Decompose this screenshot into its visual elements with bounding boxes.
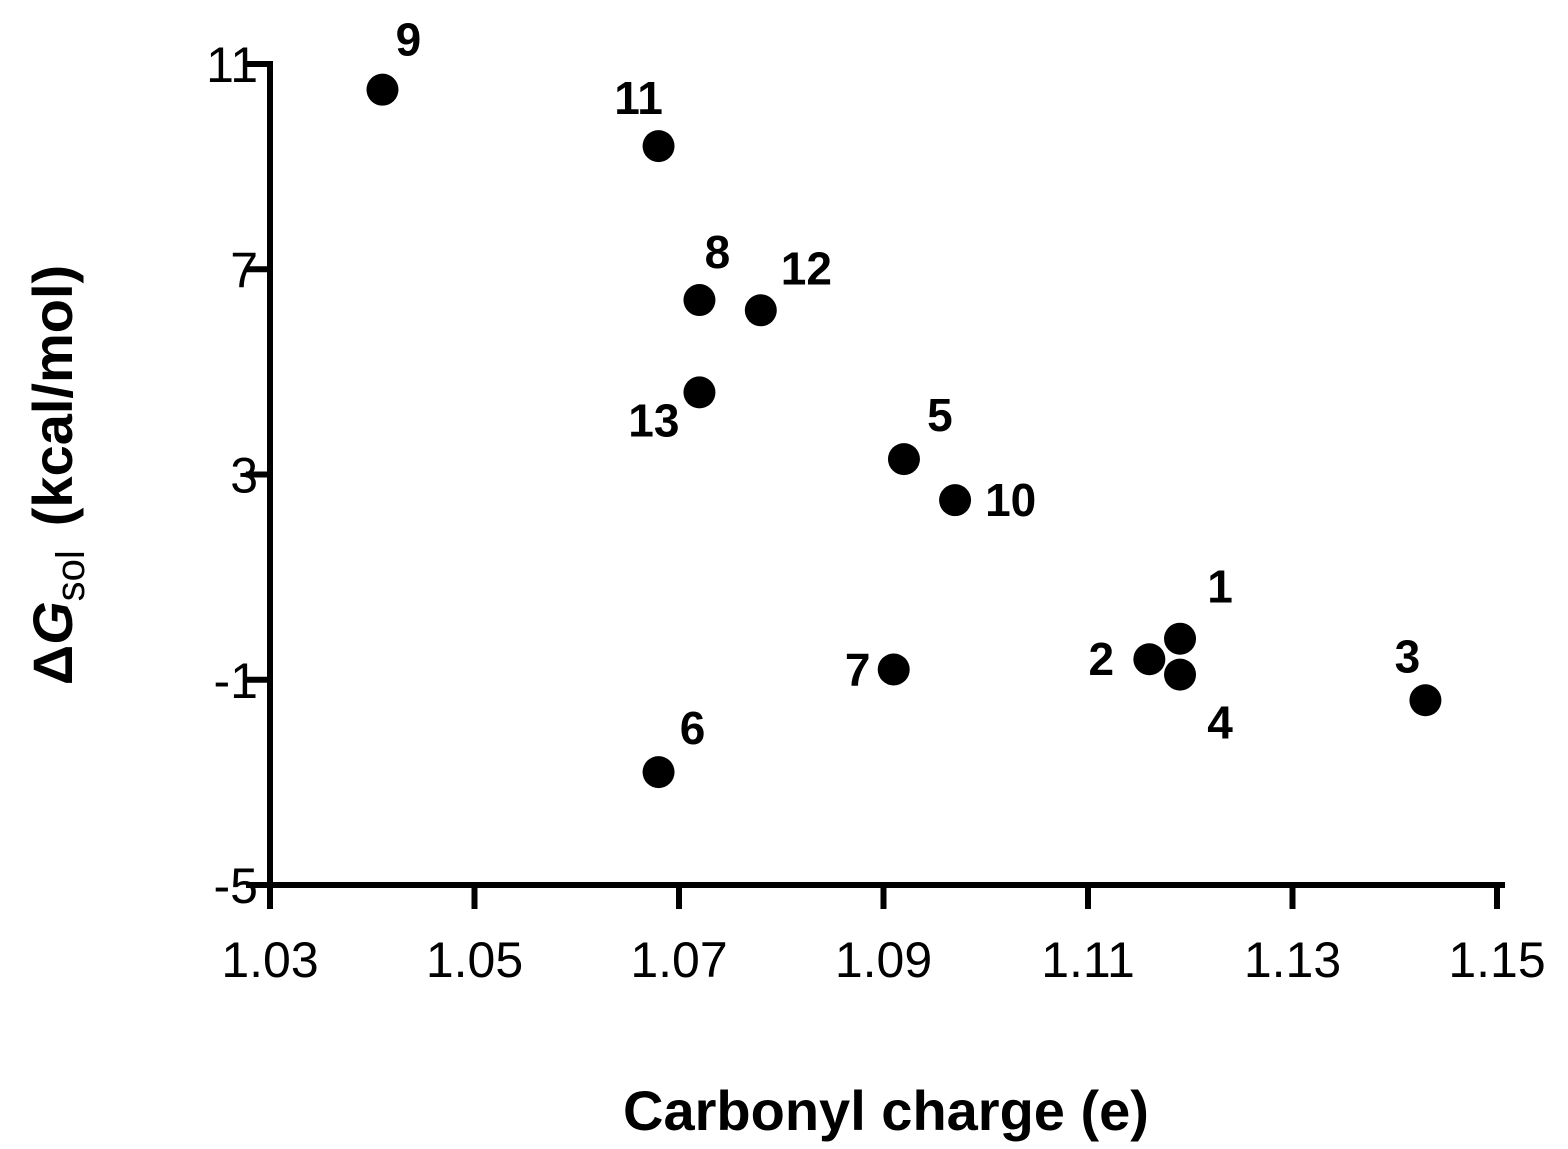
point-label-11: 11 [614, 72, 663, 124]
data-point-6 [642, 756, 675, 789]
data-point-9 [366, 73, 399, 106]
data-points [366, 73, 1442, 789]
x-tick-label: 1.15 [1448, 932, 1545, 988]
data-point-7 [877, 653, 910, 686]
y-axis-label: ΔGsol (kcal/mol) [21, 265, 93, 685]
point-label-5: 5 [927, 389, 953, 441]
data-point-8 [683, 284, 716, 317]
data-point-2 [1133, 643, 1166, 676]
y-tick-label: 11 [206, 37, 258, 93]
y-axis-label-units: (kcal/mol) [21, 265, 84, 526]
y-axis-label-subscript: sol [49, 550, 93, 601]
point-label-12: 12 [781, 242, 832, 294]
data-point-12 [744, 294, 777, 327]
point-label-8: 8 [705, 226, 731, 278]
x-tick-label: 1.05 [426, 932, 523, 988]
x-axis-label: Carbonyl charge (e) [623, 1079, 1149, 1142]
point-label-2: 2 [1089, 633, 1115, 685]
point-label-13: 13 [628, 394, 679, 446]
point-label-6: 6 [680, 702, 706, 754]
y-ticks: -5 -1 3 7 11 [206, 37, 270, 914]
data-point-13 [683, 376, 716, 409]
data-point-10 [939, 484, 972, 517]
y-tick-label: -5 [214, 858, 258, 914]
data-point-5 [887, 443, 920, 476]
x-tick-label: 1.11 [1041, 932, 1135, 988]
axes [267, 61, 1505, 888]
x-tick-label: 1.09 [835, 932, 932, 988]
y-axis-label-prefix: Δ [21, 645, 84, 685]
x-ticks: 1.03 1.05 1.07 1.09 1.11 1.13 1.15 [221, 885, 1546, 988]
y-tick-label: 7 [230, 242, 258, 298]
data-point-4 [1164, 658, 1197, 691]
data-point-1 [1164, 622, 1197, 655]
y-axis-label-symbol: G [21, 601, 84, 645]
x-tick-label: 1.03 [221, 932, 318, 988]
data-point-3 [1409, 684, 1442, 717]
point-label-4: 4 [1207, 697, 1233, 749]
y-tick-label: 3 [230, 448, 258, 504]
y-tick-label: -1 [214, 653, 258, 709]
point-label-10: 10 [985, 474, 1036, 526]
point-label-9: 9 [396, 14, 422, 66]
data-point-11 [642, 130, 675, 163]
x-tick-label: 1.07 [630, 932, 727, 988]
point-label-1: 1 [1207, 561, 1233, 613]
x-tick-label: 1.13 [1244, 932, 1341, 988]
point-label-7: 7 [845, 643, 871, 695]
point-label-3: 3 [1395, 630, 1421, 682]
